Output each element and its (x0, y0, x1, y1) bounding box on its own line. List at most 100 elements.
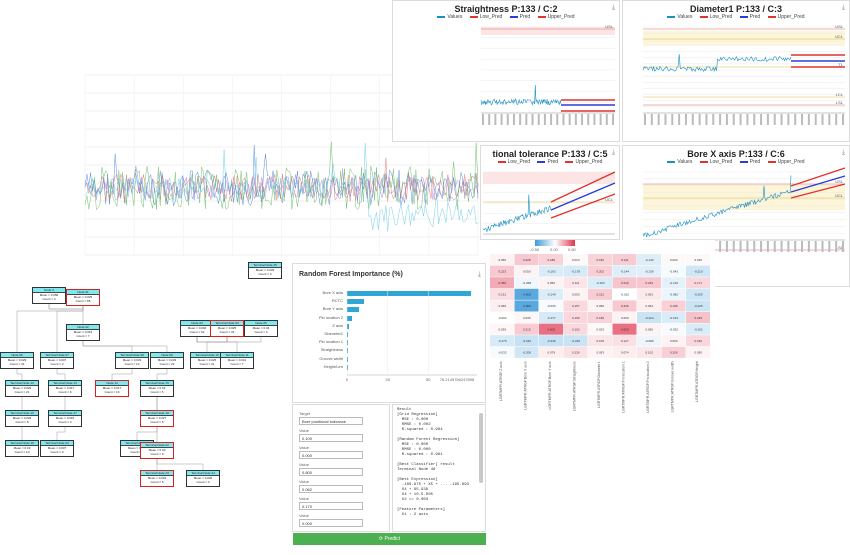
heatmap-cell[interactable] (514, 265, 539, 277)
legend-pred[interactable]: Pred (739, 14, 760, 20)
tree-node[interactable]: Terminal Node 18 Mean = 0.027 Count = 6 (140, 410, 174, 427)
legend-values[interactable]: Values (667, 14, 692, 20)
heatmap-cell[interactable] (539, 346, 563, 358)
heatmap-cell[interactable] (661, 265, 686, 277)
tree-node[interactable]: Node 05 Mean = 0.04 Count = 4 (244, 320, 278, 337)
heatmap-cell[interactable] (490, 346, 514, 358)
tree-node[interactable]: Terminal Node 08 Mean = 0.033 Count = 13 (115, 352, 149, 369)
heatmap-cell[interactable] (588, 346, 612, 358)
heatmap-cell[interactable] (637, 277, 661, 289)
heatmap-cell[interactable] (637, 288, 661, 300)
heatmap-cell[interactable] (539, 265, 563, 277)
legend-pred[interactable]: Pred (509, 14, 530, 20)
heatmap-cell[interactable] (637, 346, 661, 358)
heatmap-cell[interactable] (539, 288, 563, 300)
heatmap-cell[interactable] (612, 335, 637, 347)
heatmap-cell[interactable] (612, 323, 637, 335)
heatmap-cell[interactable] (539, 254, 563, 266)
legend-upper-pred[interactable]: Upper_Pred (767, 14, 805, 20)
heatmap-cell[interactable] (686, 288, 710, 300)
heatmap-cell[interactable] (514, 346, 539, 358)
heatmap-cell[interactable] (612, 300, 637, 312)
form-field-input[interactable]: Bore positional tolerance (299, 417, 363, 425)
heatmap-cell[interactable] (539, 335, 563, 347)
heatmap-cell[interactable] (490, 300, 514, 312)
legend-values[interactable]: Values (437, 14, 462, 20)
download-icon[interactable]: ⤓ (841, 4, 845, 11)
tree-node[interactable]: Terminal Node 20 Mean = 0.037 Count = 9 (40, 440, 74, 457)
tree-node[interactable]: Terminal Node 16 Mean = 0.026 Count = 8 (5, 410, 39, 427)
tree-node[interactable]: Node 09 Mean = 0.033 Count = 22 (150, 352, 184, 369)
legend-values[interactable]: Values (667, 159, 692, 165)
tree-node[interactable]: Node 0 Mean = 0.058 Count = 4 (32, 287, 66, 304)
heatmap-cell[interactable] (661, 300, 686, 312)
heatmap-cell[interactable] (686, 335, 710, 347)
heatmap-cell[interactable] (588, 254, 612, 266)
heatmap-cell[interactable] (539, 323, 563, 335)
heatmap-cell[interactable] (539, 300, 563, 312)
heatmap-cell[interactable] (637, 300, 661, 312)
heatmap-cell[interactable] (514, 312, 539, 324)
heatmap-cell[interactable] (514, 277, 539, 289)
heatmap-cell[interactable] (563, 300, 588, 312)
form-field-input[interactable]: 0.800 (299, 468, 363, 476)
heatmap-cell[interactable] (563, 323, 588, 335)
heatmap-cell[interactable] (563, 288, 588, 300)
download-icon[interactable]: ⤓ (611, 4, 615, 11)
heatmap-cell[interactable] (514, 254, 539, 266)
heatmap-cell[interactable] (563, 312, 588, 324)
heatmap-cell[interactable] (490, 277, 514, 289)
heatmap-cell[interactable] (588, 265, 612, 277)
tree-node[interactable]: Node 14 Mean = 0.017 Count = 19 (95, 380, 129, 397)
tree-node[interactable]: Terminal Node 07 Mean = 0.047 Count = 2 (40, 352, 74, 369)
predict-button[interactable]: ⟳ Predict (293, 533, 486, 545)
rf-importance-bar[interactable] (347, 323, 349, 329)
heatmap-cell[interactable] (686, 300, 710, 312)
heatmap-cell[interactable] (686, 265, 710, 277)
heatmap-cell[interactable] (539, 277, 563, 289)
tree-node[interactable]: Terminal Node 22 Mean = 0.03 Count = 6 (140, 442, 174, 459)
heatmap-cell[interactable] (637, 323, 661, 335)
tree-node[interactable]: Terminal Node 11 Mean = 0.041 Count = 7 (220, 352, 254, 369)
heatmap-cell[interactable] (588, 277, 612, 289)
heatmap-cell[interactable] (514, 300, 539, 312)
heatmap-cell[interactable] (490, 335, 514, 347)
heatmap-cell[interactable] (612, 277, 637, 289)
legend-pred[interactable]: Pred (537, 159, 558, 165)
legend-low-pred[interactable]: Low_Pred (699, 159, 732, 165)
legend-upper-pred[interactable]: Upper_Pred (565, 159, 602, 165)
legend-low-pred[interactable]: Low_Pred (469, 14, 502, 20)
tree-node[interactable]: Terminal Node 25 Mean = 0.033 Count = 3 (248, 262, 282, 279)
heatmap-cell[interactable] (686, 277, 710, 289)
heatmap-cell[interactable] (637, 312, 661, 324)
heatmap-cell[interactable] (514, 335, 539, 347)
tree-node[interactable]: Terminal Node 24 Mean = 0.046 Count = 4 (186, 470, 220, 487)
tree-node[interactable]: Terminal Node 12 Mean = 0.029 Count = 21 (5, 380, 39, 397)
heatmap-cell[interactable] (490, 323, 514, 335)
heatmap-cell[interactable] (588, 312, 612, 324)
legend-low-pred[interactable]: Low_Pred (497, 159, 530, 165)
heatmap-cell[interactable] (637, 335, 661, 347)
heatmap-cell[interactable] (661, 346, 686, 358)
tree-node[interactable]: Node 01 Mean = 0.025 Count = 85 (66, 289, 100, 306)
form-field-input[interactable]: 0.170 (299, 502, 363, 510)
heatmap-cell[interactable] (490, 265, 514, 277)
tree-node[interactable]: Terminal Node 03 Mean = 0.025 Count = 34 (210, 320, 244, 337)
tree-node[interactable]: Node 02 Mean = 0.019 Count = 7 (66, 324, 100, 341)
heatmap-cell[interactable] (563, 277, 588, 289)
heatmap-cell[interactable] (588, 288, 612, 300)
download-icon[interactable]: ⤓ (841, 149, 845, 156)
legend-low-pred[interactable]: Low_Pred (699, 14, 732, 20)
heatmap-cell[interactable] (686, 323, 710, 335)
tree-node[interactable]: Terminal Node 17 Mean = 0.015 Count = 4 (48, 410, 82, 427)
form-field-input[interactable]: 0.000 (299, 519, 363, 527)
heatmap-cell[interactable] (661, 335, 686, 347)
heatmap-cell[interactable] (686, 346, 710, 358)
heatmap-cell[interactable] (612, 254, 637, 266)
tree-node[interactable]: Terminal Node 15 Mean = 0.04 Count = 5 (140, 380, 174, 397)
heatmap-cell[interactable] (514, 323, 539, 335)
heatmap-cell[interactable] (612, 265, 637, 277)
heatmap-cell[interactable] (637, 254, 661, 266)
heatmap-cell[interactable] (661, 323, 686, 335)
tree-node[interactable]: Terminal Node 23 Mean = 0.032 Count = 5 (140, 470, 174, 487)
